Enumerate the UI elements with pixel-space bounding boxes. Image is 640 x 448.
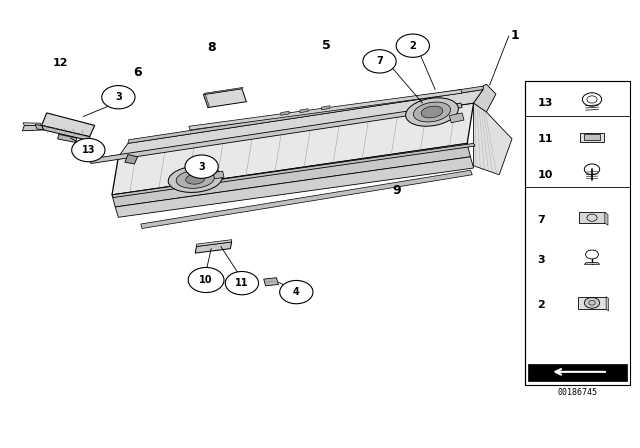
- Text: 10: 10: [538, 170, 553, 180]
- Polygon shape: [90, 103, 462, 164]
- Polygon shape: [23, 123, 42, 125]
- Polygon shape: [204, 93, 209, 108]
- Polygon shape: [112, 103, 474, 195]
- Circle shape: [584, 297, 600, 308]
- Polygon shape: [112, 143, 470, 207]
- Text: 5: 5: [322, 39, 331, 52]
- Polygon shape: [115, 157, 474, 217]
- Polygon shape: [300, 109, 308, 113]
- Polygon shape: [22, 125, 44, 131]
- Text: 7: 7: [538, 215, 545, 224]
- Circle shape: [102, 86, 135, 109]
- Ellipse shape: [168, 166, 222, 192]
- Text: 4: 4: [293, 287, 300, 297]
- Polygon shape: [578, 297, 606, 309]
- Text: 00186745: 00186745: [557, 388, 598, 396]
- Polygon shape: [281, 111, 289, 115]
- Text: 2: 2: [410, 41, 416, 51]
- Polygon shape: [141, 170, 472, 228]
- Ellipse shape: [186, 174, 205, 184]
- Polygon shape: [449, 113, 464, 123]
- Text: 13: 13: [81, 145, 95, 155]
- Polygon shape: [204, 87, 243, 95]
- Circle shape: [280, 280, 313, 304]
- Ellipse shape: [413, 102, 451, 122]
- Ellipse shape: [406, 98, 458, 126]
- Polygon shape: [528, 364, 627, 381]
- Polygon shape: [584, 263, 600, 264]
- Polygon shape: [606, 297, 609, 311]
- Bar: [525, 81, 630, 385]
- Text: 1: 1: [511, 29, 520, 43]
- Circle shape: [72, 138, 105, 162]
- Text: 3: 3: [198, 162, 205, 172]
- Text: 2: 2: [538, 300, 545, 310]
- Polygon shape: [118, 90, 483, 157]
- Text: 13: 13: [538, 98, 553, 108]
- Ellipse shape: [421, 106, 443, 118]
- Polygon shape: [474, 84, 496, 112]
- Polygon shape: [321, 106, 330, 110]
- Polygon shape: [605, 212, 608, 225]
- Polygon shape: [579, 212, 605, 223]
- Polygon shape: [189, 90, 462, 130]
- Polygon shape: [196, 240, 232, 246]
- Circle shape: [225, 271, 259, 295]
- Polygon shape: [42, 125, 92, 141]
- Text: 10: 10: [199, 275, 213, 285]
- Polygon shape: [128, 86, 484, 143]
- Text: 8: 8: [207, 40, 216, 54]
- Text: 9: 9: [392, 184, 401, 197]
- Text: 12: 12: [53, 58, 68, 68]
- Polygon shape: [580, 133, 604, 142]
- Polygon shape: [125, 155, 138, 164]
- Text: 3: 3: [115, 92, 122, 102]
- Polygon shape: [474, 103, 512, 175]
- Text: 7: 7: [376, 56, 383, 66]
- Circle shape: [185, 155, 218, 178]
- Polygon shape: [204, 89, 246, 108]
- Circle shape: [396, 34, 429, 57]
- Polygon shape: [58, 134, 77, 142]
- Ellipse shape: [176, 170, 214, 188]
- Polygon shape: [112, 143, 475, 198]
- Polygon shape: [195, 242, 232, 253]
- Circle shape: [586, 250, 598, 259]
- Polygon shape: [210, 171, 224, 179]
- Polygon shape: [264, 278, 278, 286]
- Text: 11: 11: [538, 134, 553, 144]
- Polygon shape: [35, 125, 44, 130]
- Text: 6: 6: [133, 66, 142, 79]
- Polygon shape: [584, 134, 600, 140]
- Text: 11: 11: [235, 278, 249, 288]
- Polygon shape: [42, 113, 95, 137]
- Circle shape: [363, 50, 396, 73]
- Text: 3: 3: [538, 255, 545, 265]
- Circle shape: [188, 267, 224, 293]
